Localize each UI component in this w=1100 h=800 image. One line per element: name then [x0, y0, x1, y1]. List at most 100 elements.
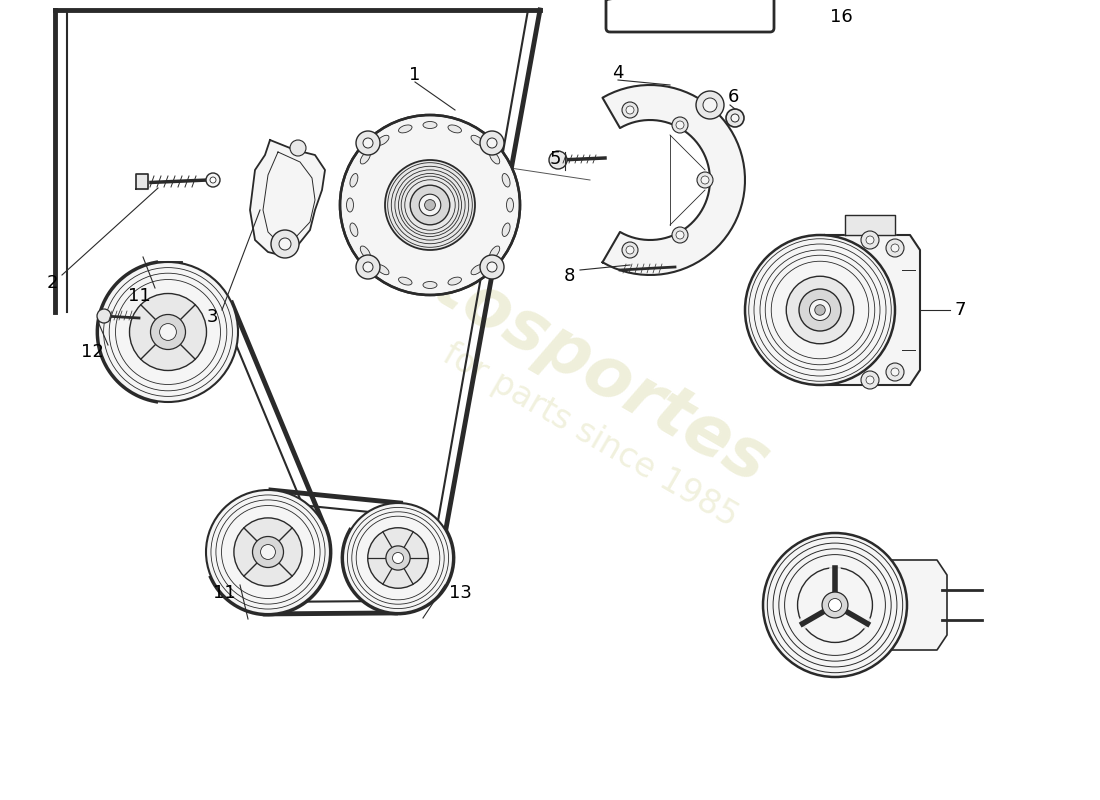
- Text: 16: 16: [830, 8, 852, 26]
- Circle shape: [151, 314, 186, 350]
- Ellipse shape: [448, 125, 462, 133]
- Text: 6: 6: [727, 88, 739, 106]
- Circle shape: [343, 503, 453, 613]
- Circle shape: [206, 173, 220, 187]
- Text: autosportes: autosportes: [339, 203, 781, 497]
- Text: for parts since 1985: for parts since 1985: [437, 337, 744, 533]
- Circle shape: [798, 567, 872, 642]
- Ellipse shape: [377, 265, 389, 274]
- Circle shape: [726, 109, 744, 127]
- Circle shape: [828, 598, 842, 611]
- Circle shape: [861, 231, 879, 249]
- Circle shape: [763, 533, 908, 677]
- Circle shape: [626, 246, 634, 254]
- Ellipse shape: [502, 223, 510, 237]
- Text: 5: 5: [550, 150, 561, 168]
- Circle shape: [891, 368, 899, 376]
- Circle shape: [786, 276, 854, 344]
- Circle shape: [97, 309, 111, 323]
- Ellipse shape: [490, 152, 499, 164]
- Circle shape: [206, 490, 330, 614]
- Circle shape: [745, 235, 895, 385]
- Polygon shape: [815, 235, 920, 385]
- Circle shape: [866, 376, 874, 384]
- Circle shape: [487, 138, 497, 148]
- Circle shape: [385, 160, 475, 250]
- Polygon shape: [827, 567, 843, 592]
- Circle shape: [866, 236, 874, 244]
- Circle shape: [480, 131, 504, 155]
- Circle shape: [886, 239, 904, 257]
- Circle shape: [419, 194, 441, 216]
- Circle shape: [696, 91, 724, 119]
- Circle shape: [626, 106, 634, 114]
- Ellipse shape: [350, 223, 358, 237]
- Polygon shape: [843, 605, 870, 628]
- Circle shape: [701, 176, 710, 184]
- Ellipse shape: [361, 246, 371, 258]
- Circle shape: [363, 262, 373, 272]
- Circle shape: [98, 262, 238, 402]
- Circle shape: [279, 238, 292, 250]
- Ellipse shape: [424, 282, 437, 289]
- Circle shape: [290, 140, 306, 156]
- Circle shape: [549, 151, 566, 169]
- Circle shape: [815, 305, 825, 315]
- Circle shape: [393, 553, 404, 563]
- Circle shape: [356, 255, 380, 279]
- Text: 7: 7: [955, 301, 967, 319]
- Ellipse shape: [502, 174, 510, 187]
- Text: 11: 11: [213, 584, 236, 602]
- Circle shape: [234, 518, 302, 586]
- Circle shape: [621, 242, 638, 258]
- Polygon shape: [871, 560, 947, 650]
- Circle shape: [822, 592, 848, 618]
- Circle shape: [697, 172, 713, 188]
- Polygon shape: [845, 215, 895, 235]
- Ellipse shape: [398, 277, 412, 285]
- Text: 13: 13: [449, 584, 472, 602]
- Ellipse shape: [471, 135, 483, 146]
- Circle shape: [672, 227, 688, 243]
- Circle shape: [410, 186, 450, 225]
- Circle shape: [703, 98, 717, 112]
- Circle shape: [676, 121, 684, 129]
- Circle shape: [210, 177, 216, 183]
- Ellipse shape: [490, 246, 499, 258]
- Ellipse shape: [471, 265, 483, 274]
- Circle shape: [340, 115, 520, 295]
- Circle shape: [363, 138, 373, 148]
- Circle shape: [732, 114, 739, 122]
- Circle shape: [386, 546, 410, 570]
- Ellipse shape: [346, 198, 353, 212]
- Circle shape: [356, 131, 380, 155]
- Polygon shape: [136, 174, 149, 189]
- Text: 12: 12: [81, 343, 104, 361]
- Text: 11: 11: [129, 287, 151, 305]
- Ellipse shape: [506, 198, 514, 212]
- Circle shape: [621, 102, 638, 118]
- Ellipse shape: [398, 125, 412, 133]
- Ellipse shape: [448, 277, 462, 285]
- Polygon shape: [250, 140, 324, 255]
- Text: 1: 1: [409, 66, 420, 84]
- Circle shape: [261, 545, 275, 559]
- Ellipse shape: [377, 135, 389, 146]
- Ellipse shape: [424, 122, 437, 129]
- Text: 8: 8: [563, 267, 575, 285]
- Text: 2: 2: [46, 274, 58, 292]
- Ellipse shape: [350, 174, 358, 187]
- Circle shape: [253, 537, 284, 567]
- Polygon shape: [603, 85, 745, 275]
- Circle shape: [480, 255, 504, 279]
- Polygon shape: [800, 605, 828, 628]
- Circle shape: [367, 528, 428, 588]
- Circle shape: [861, 371, 879, 389]
- Circle shape: [160, 323, 176, 341]
- Ellipse shape: [361, 152, 371, 164]
- Circle shape: [425, 200, 436, 210]
- Circle shape: [271, 230, 299, 258]
- Circle shape: [810, 299, 830, 321]
- Circle shape: [672, 117, 688, 133]
- Circle shape: [886, 363, 904, 381]
